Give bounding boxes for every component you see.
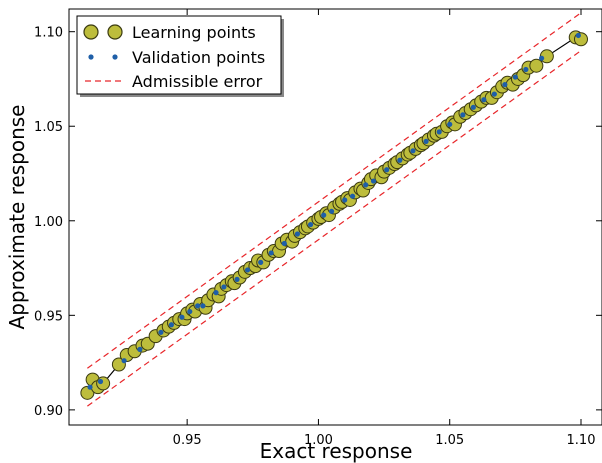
validation-point — [187, 308, 193, 315]
validation-point — [213, 290, 219, 296]
legend-error-label: Admissible error — [132, 72, 263, 91]
learning-point — [529, 58, 544, 73]
x-tick-label: 1.05 — [435, 433, 464, 448]
validation-point — [460, 112, 466, 118]
validation-point — [512, 74, 518, 80]
validation-point — [87, 384, 93, 390]
legend-learning-marker — [107, 24, 123, 40]
validation-point — [523, 66, 529, 73]
y-tick-label: 0.90 — [34, 404, 63, 419]
legend: Learning points Validation points Admiss… — [76, 15, 284, 97]
x-axis-title: Exact response — [260, 439, 413, 463]
validation-point — [97, 378, 104, 385]
validation-point — [281, 240, 287, 247]
validation-point — [447, 121, 453, 127]
validation-point — [342, 197, 348, 203]
validation-point — [200, 303, 206, 309]
x-tick-label: 1.10 — [567, 433, 596, 448]
validation-point — [321, 212, 327, 218]
validation-point — [195, 303, 201, 309]
y-tick-label: 1.10 — [34, 26, 63, 41]
y-tick-label: 1.00 — [34, 215, 63, 230]
x-tick-label: 1.00 — [304, 433, 333, 448]
validation-point — [244, 267, 251, 273]
legend-validation-label: Validation points — [132, 48, 265, 67]
validation-point — [268, 250, 274, 256]
validation-point — [436, 129, 442, 135]
validation-point — [307, 221, 314, 228]
validation-point — [423, 138, 429, 144]
validation-point — [121, 358, 127, 364]
legend-validation-marker — [112, 54, 118, 60]
validation-point — [328, 208, 335, 214]
validation-point — [410, 148, 416, 154]
validation-point — [491, 91, 497, 97]
y-axis-title: Approximate response — [5, 105, 29, 330]
validation-point — [384, 167, 390, 173]
validation-point — [294, 231, 301, 237]
y-tick-label: 1.05 — [34, 120, 63, 135]
validation-point — [179, 314, 185, 320]
validation-point — [137, 346, 143, 352]
y-tick-label: 0.95 — [34, 309, 63, 324]
validation-point — [349, 193, 356, 199]
upper-error-line — [87, 12, 582, 369]
validation-point — [221, 284, 227, 290]
validation-point — [481, 97, 487, 103]
validation-point — [470, 104, 476, 110]
validation-point — [502, 82, 508, 88]
validation-point — [575, 32, 581, 39]
learning-point — [96, 376, 111, 391]
validation-point — [168, 322, 174, 328]
validation-point — [363, 182, 369, 188]
validation-point — [234, 276, 240, 282]
legend-learning-marker — [83, 24, 99, 40]
legend-learning-label: Learning points — [132, 23, 256, 42]
validation-point — [158, 329, 164, 335]
validation-point — [370, 178, 377, 184]
lower-error-line — [87, 50, 582, 407]
validation-point — [539, 55, 545, 61]
legend-validation-marker — [88, 54, 94, 60]
validation-point — [397, 157, 403, 163]
validation-point — [258, 259, 264, 265]
x-tick-label: 0.95 — [173, 433, 202, 448]
